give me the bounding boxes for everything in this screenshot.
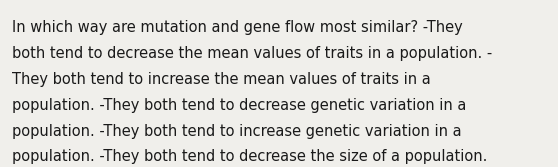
Text: population. -They both tend to increase genetic variation in a: population. -They both tend to increase … xyxy=(12,124,462,139)
Text: They both tend to increase the mean values of traits in a: They both tend to increase the mean valu… xyxy=(12,72,431,87)
Text: population. -They both tend to decrease genetic variation in a: population. -They both tend to decrease … xyxy=(12,98,466,113)
Text: population. -They both tend to decrease the size of a population.: population. -They both tend to decrease … xyxy=(12,149,488,164)
Text: In which way are mutation and gene flow most similar? -They: In which way are mutation and gene flow … xyxy=(12,20,463,35)
Text: both tend to decrease the mean values of traits in a population. -: both tend to decrease the mean values of… xyxy=(12,46,493,61)
